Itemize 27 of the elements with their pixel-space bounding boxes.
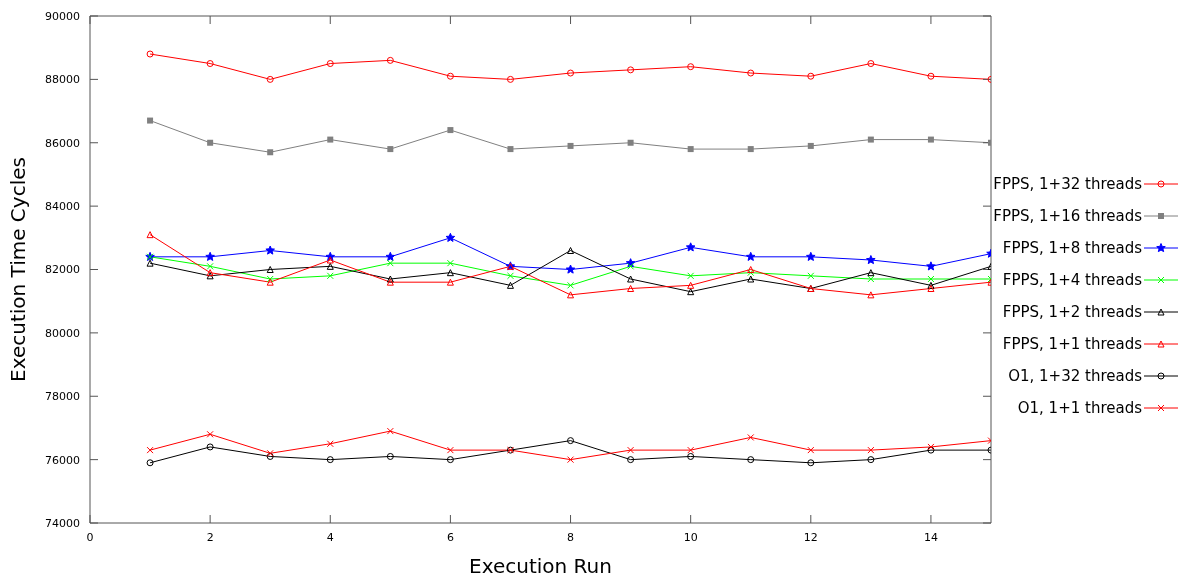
legend-label: FPPS, 1+2 threads <box>1002 302 1142 321</box>
x-axis-title: Execution Run <box>469 554 612 578</box>
y-axis-title: Execution Time Cycles <box>6 157 31 382</box>
y-tick-label: 84000 <box>45 200 80 214</box>
legend-label: FPPS, 1+16 threads <box>993 206 1142 225</box>
y-tick-label: 78000 <box>45 390 80 404</box>
x-tick-label: 6 <box>446 530 454 544</box>
y-tick-label: 88000 <box>45 73 80 87</box>
y-tick-label: 80000 <box>45 326 80 340</box>
y-tick-label: 90000 <box>45 9 80 23</box>
legend-label: O1, 1+1 threads <box>1017 398 1142 417</box>
x-tick-label: 4 <box>326 530 334 544</box>
legend-label: FPPS, 1+32 threads <box>993 174 1142 193</box>
x-tick-label: 2 <box>206 530 214 544</box>
y-tick-label: 86000 <box>45 136 80 150</box>
y-tick-label: 76000 <box>45 453 80 467</box>
x-tick-label: 12 <box>803 530 818 544</box>
x-tick-label: 14 <box>923 530 938 544</box>
legend-label: FPPS, 1+1 threads <box>1002 334 1142 353</box>
x-tick-label: 10 <box>683 530 698 544</box>
x-tick-label: 0 <box>86 530 94 544</box>
legend-label: FPPS, 1+4 threads <box>1002 270 1142 289</box>
y-tick-label: 74000 <box>45 516 80 530</box>
legend-label: O1, 1+32 threads <box>1008 366 1142 385</box>
legend-label: FPPS, 1+8 threads <box>1002 238 1142 257</box>
x-tick-label: 8 <box>567 530 575 544</box>
y-tick-label: 82000 <box>45 263 80 277</box>
